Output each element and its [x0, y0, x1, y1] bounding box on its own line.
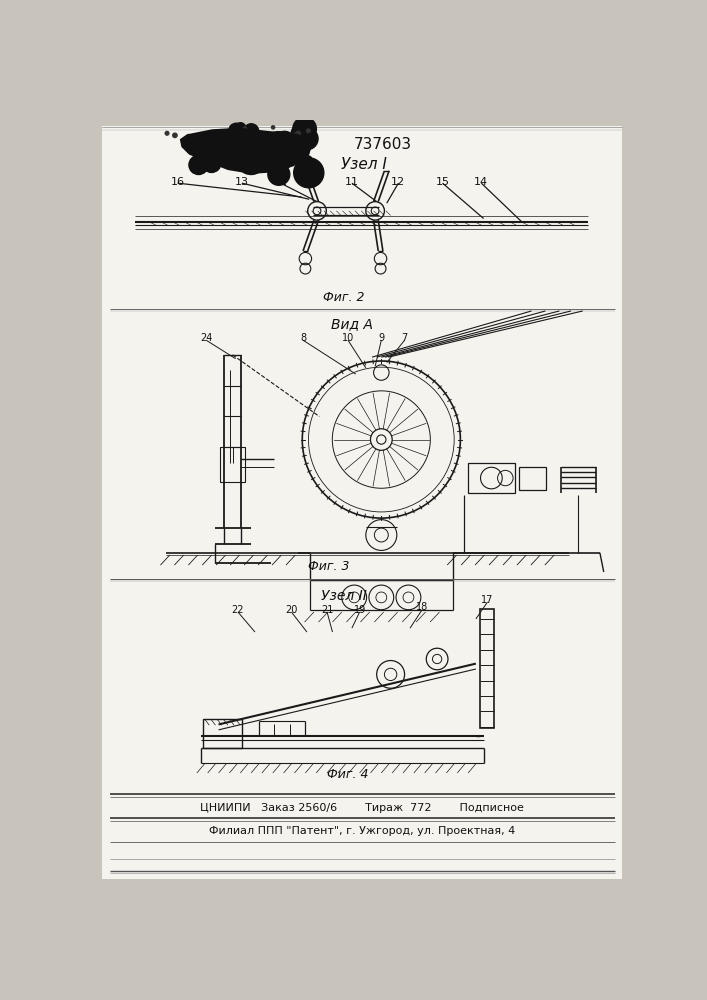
Text: 15: 15	[436, 177, 450, 187]
Circle shape	[262, 132, 294, 163]
Circle shape	[271, 126, 275, 129]
Circle shape	[300, 141, 302, 143]
Circle shape	[243, 127, 247, 130]
Circle shape	[202, 136, 204, 138]
Text: 8: 8	[300, 333, 306, 343]
Text: Фиг. 3: Фиг. 3	[308, 560, 349, 573]
Circle shape	[189, 155, 209, 175]
Circle shape	[291, 123, 312, 145]
Text: 11: 11	[345, 177, 359, 187]
Text: Узел II: Узел II	[321, 589, 367, 603]
Circle shape	[237, 146, 266, 174]
Text: ЦНИИПИ   Заказ 2560/6        Тираж  772        Подписное: ЦНИИПИ Заказ 2560/6 Тираж 772 Подписное	[200, 803, 524, 813]
Circle shape	[230, 131, 236, 136]
Text: 22: 22	[232, 605, 244, 615]
Circle shape	[293, 158, 324, 188]
Circle shape	[218, 130, 220, 132]
Text: 18: 18	[416, 602, 428, 612]
Circle shape	[296, 128, 318, 150]
Polygon shape	[180, 128, 313, 174]
Circle shape	[293, 133, 298, 137]
Circle shape	[228, 123, 244, 138]
Bar	[468, 463, 515, 493]
Text: 7: 7	[402, 333, 408, 343]
Circle shape	[296, 131, 300, 136]
Circle shape	[221, 149, 235, 163]
Text: Фиг. 4: Фиг. 4	[327, 768, 369, 781]
Circle shape	[235, 123, 245, 133]
Text: 20: 20	[285, 605, 298, 615]
Circle shape	[272, 150, 292, 170]
Circle shape	[244, 124, 259, 139]
Circle shape	[242, 162, 253, 173]
Text: Вид А: Вид А	[331, 317, 373, 331]
Circle shape	[214, 136, 241, 163]
Text: 13: 13	[235, 177, 249, 187]
Circle shape	[292, 128, 312, 148]
Text: Фиг. 2: Фиг. 2	[323, 291, 365, 304]
Bar	[203, 719, 242, 748]
Text: 19: 19	[354, 605, 366, 615]
Text: 16: 16	[170, 177, 185, 187]
Circle shape	[296, 141, 297, 143]
Circle shape	[268, 163, 290, 185]
Text: 24: 24	[200, 333, 212, 343]
Circle shape	[307, 129, 310, 133]
Bar	[518, 466, 546, 490]
Circle shape	[303, 156, 312, 165]
Circle shape	[294, 137, 297, 139]
Circle shape	[206, 142, 223, 160]
Text: Филиал ППП "Патент", г. Ужгород, ул. Проектная, 4: Филиал ППП "Патент", г. Ужгород, ул. Про…	[209, 826, 515, 836]
Text: 11: 11	[274, 177, 288, 187]
Text: 737603: 737603	[354, 137, 412, 152]
Bar	[220, 447, 245, 482]
Text: 21: 21	[321, 605, 333, 615]
Circle shape	[290, 139, 295, 144]
Circle shape	[233, 130, 263, 160]
Text: Узел I: Узел I	[341, 157, 387, 172]
Circle shape	[293, 117, 316, 141]
Text: 9: 9	[378, 333, 385, 343]
Text: 17: 17	[481, 595, 493, 605]
Circle shape	[173, 133, 177, 138]
Circle shape	[202, 154, 221, 172]
Circle shape	[231, 147, 253, 169]
Circle shape	[282, 138, 287, 143]
Text: 12: 12	[391, 177, 405, 187]
Circle shape	[264, 140, 290, 166]
Circle shape	[165, 131, 169, 135]
Circle shape	[215, 141, 232, 158]
Circle shape	[261, 136, 281, 155]
Text: 10: 10	[342, 333, 354, 343]
Circle shape	[273, 131, 296, 154]
Bar	[480, 609, 493, 728]
Text: 14: 14	[474, 177, 489, 187]
